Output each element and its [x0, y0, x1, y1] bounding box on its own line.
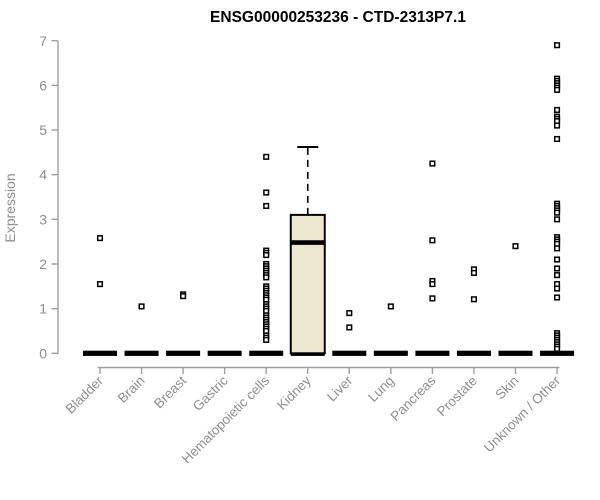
y-tick-label: 4 — [39, 167, 47, 183]
y-tick-label: 6 — [39, 77, 47, 93]
outlier-point — [554, 294, 561, 301]
zero-dash — [456, 350, 491, 356]
zero-dash — [498, 350, 533, 356]
x-tick-label: Bladder — [63, 373, 107, 417]
outlier-point — [512, 243, 519, 250]
y-tick-label: 0 — [39, 345, 47, 361]
zero-dash — [332, 350, 367, 356]
outlier-point — [96, 281, 104, 288]
zero-dash — [83, 350, 117, 356]
zero-dash — [207, 350, 242, 356]
x-tick-label: Liver — [324, 373, 356, 405]
zero-dash — [249, 350, 284, 356]
zero-dash — [540, 350, 575, 356]
outlier-point — [554, 106, 561, 114]
zero-dash — [415, 350, 450, 356]
outlier-point — [554, 216, 561, 223]
outlier-point — [263, 274, 270, 281]
y-axis-title: Expression — [2, 173, 18, 242]
outlier-point — [263, 189, 270, 196]
zero-dash — [373, 350, 408, 356]
outlier-point — [554, 86, 561, 93]
outlier-point — [554, 265, 561, 272]
outlier-point — [138, 303, 145, 310]
outlier-point — [96, 235, 104, 242]
y-tick-label: 2 — [39, 256, 47, 272]
box — [289, 213, 326, 355]
x-tick-label: Kidney — [274, 373, 314, 413]
chart-title: ENSG00000253236 - CTD-2313P7.1 — [210, 9, 466, 26]
x-tick-label: Gastric — [190, 373, 231, 414]
x-tick-label: Breast — [151, 373, 189, 411]
outlier-point — [554, 345, 561, 352]
outlier-point — [346, 324, 353, 331]
outlier-point — [554, 209, 561, 216]
zero-dashes — [83, 350, 575, 356]
x-tick-label: Unknown / Other — [481, 373, 564, 456]
outlier-point — [263, 252, 270, 259]
outlier-point — [387, 303, 394, 310]
outlier-point — [429, 281, 436, 288]
outlier-points — [96, 42, 561, 352]
y-tick-label: 5 — [39, 122, 47, 138]
y-tick-label: 7 — [39, 33, 47, 49]
outlier-point — [554, 245, 561, 252]
outlier-point — [554, 135, 561, 143]
outlier-point — [429, 160, 436, 167]
x-tick-label: Skin — [492, 373, 521, 402]
outlier-point — [180, 293, 187, 300]
zero-dash — [124, 350, 159, 356]
outlier-point — [263, 202, 270, 210]
x-tick-label: Brain — [115, 373, 148, 406]
outlier-point — [346, 310, 353, 317]
outlier-point — [429, 295, 436, 302]
outlier-point — [554, 256, 561, 263]
zero-dash — [166, 350, 201, 356]
outlier-point — [470, 296, 477, 303]
y-tick-label: 1 — [39, 301, 47, 317]
outlier-point — [554, 122, 561, 129]
outlier-point — [554, 272, 561, 279]
x-tick-label: Prostate — [434, 373, 480, 419]
y-axis: 0 1 2 3 4 5 6 7 — [39, 33, 59, 361]
x-tick-label: Pancreas — [388, 373, 439, 424]
y-tick-label: 3 — [39, 211, 47, 227]
outlier-point — [470, 269, 477, 276]
outlier-point — [554, 42, 561, 49]
outlier-point — [429, 237, 436, 244]
outlier-point — [554, 285, 561, 292]
outlier-point — [263, 336, 270, 343]
x-tick-label: Lung — [365, 373, 397, 405]
outlier-point — [263, 153, 270, 160]
boxes — [289, 146, 326, 355]
